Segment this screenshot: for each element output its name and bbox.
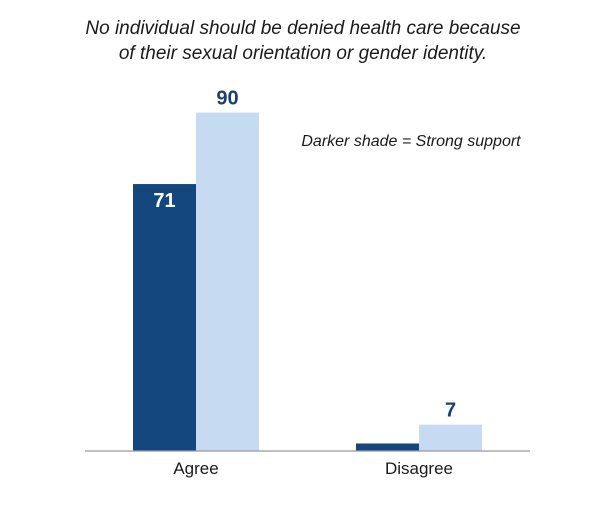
bar-agree-total [196, 112, 259, 451]
category-labels: Agree Disagree [173, 459, 453, 478]
chart-title-line-1: No individual should be denied health ca… [85, 18, 520, 39]
legend-note: Darker shade = Strong support [301, 133, 521, 150]
category-label-disagree: Disagree [385, 459, 453, 478]
value-label-disagree-total: 7 [445, 400, 456, 422]
bars-group [133, 112, 482, 452]
value-label-agree-total: 90 [216, 88, 238, 110]
bar-disagree-total [419, 424, 482, 451]
bar-agree-strong [133, 184, 196, 452]
category-label-agree: Agree [173, 459, 218, 478]
value-labels: 71 90 7 [153, 88, 456, 422]
chart-title-line-2: of their sexual orientation or gender id… [119, 43, 487, 64]
value-label-agree-strong: 71 [153, 190, 175, 212]
bar-disagree-strong [356, 443, 419, 451]
